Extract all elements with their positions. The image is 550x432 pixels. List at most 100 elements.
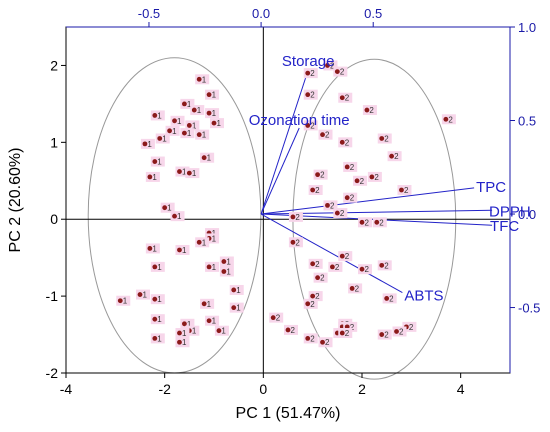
score-point-group-2: 2 [367, 171, 382, 182]
score-point-marker [152, 264, 158, 270]
score-point-group-2: 2 [338, 92, 353, 103]
score-point-group-2: 2 [303, 89, 318, 100]
point-group-label: 1 [187, 320, 192, 329]
point-label-background [353, 175, 368, 186]
point-label-background [229, 284, 244, 295]
point-label-background [205, 228, 220, 239]
score-point-group-1: 1 [150, 314, 165, 325]
score-point-marker [152, 113, 158, 118]
point-group-label: 1 [143, 291, 148, 300]
score-point-group-1: 1 [205, 261, 220, 272]
point-label-background [343, 192, 358, 203]
point-label-background [150, 314, 165, 325]
point-label-background [308, 258, 323, 269]
point-label-background [303, 298, 318, 309]
score-point-marker [305, 70, 311, 76]
point-group-label: 1 [192, 121, 197, 130]
point-label-background [200, 152, 215, 163]
point-group-label: 1 [202, 131, 207, 140]
score-point-group-2: 2 [397, 185, 412, 196]
point-group-label: 1 [167, 204, 172, 213]
point-group-label: 2 [310, 300, 315, 309]
score-point-group-2: 2 [333, 208, 348, 219]
score-point-group-2: 2 [353, 175, 368, 186]
score-point-marker [117, 298, 123, 304]
point-label-background [313, 169, 328, 180]
point-group-label: 1 [212, 234, 217, 243]
score-point-marker [443, 116, 449, 122]
x-axis-title: PC 1 (51.47%) [236, 405, 341, 422]
point-label-background [358, 264, 372, 275]
score-point-marker [186, 123, 192, 128]
score-point-marker [339, 253, 345, 259]
score-point-marker [182, 321, 187, 327]
score-point-group-1: 1 [219, 256, 234, 267]
point-label-background [175, 337, 190, 348]
point-label-background [303, 89, 318, 100]
loading-vector-abts [260, 213, 403, 294]
score-point-marker [290, 214, 296, 220]
point-label-background [150, 261, 165, 272]
point-label-background [170, 211, 185, 222]
score-point-group-1: 1 [150, 333, 165, 344]
y-axis-title: PC 2 (20.60%) [7, 148, 24, 253]
score-point-group-2: 2 [358, 264, 372, 275]
point-label-background [180, 128, 195, 139]
point-group-label: 2 [384, 261, 389, 270]
plot-frame [65, 26, 511, 374]
score-point-group-2: 2 [313, 272, 328, 283]
x-tick-label: 2 [358, 381, 366, 397]
point-group-label: 2 [345, 329, 350, 338]
right-tick-label: 0.5 [518, 114, 536, 129]
score-point-marker [320, 339, 325, 345]
point-label-background [284, 324, 298, 335]
score-point-group-2: 2 [318, 129, 333, 140]
point-label-background [219, 266, 234, 277]
score-point-marker [305, 336, 311, 341]
score-point-marker [211, 120, 217, 126]
score-point-marker [339, 330, 345, 336]
score-point-marker [330, 264, 335, 270]
point-group-label: 1 [197, 106, 202, 115]
point-group-label: 1 [187, 129, 192, 138]
point-label-background [323, 200, 338, 211]
score-point-group-2: 2 [303, 298, 318, 309]
score-point-group-2: 2 [392, 326, 407, 337]
point-label-background [185, 325, 200, 336]
point-label-background [402, 321, 417, 332]
score-point-group-1: 1 [180, 98, 195, 109]
point-label-background [180, 318, 195, 329]
score-point-marker [384, 296, 390, 301]
point-group-label: 1 [187, 100, 192, 109]
score-point-group-2: 2 [308, 291, 323, 302]
point-group-label: 2 [369, 106, 374, 115]
point-group-label: 1 [123, 297, 128, 306]
loading-vector-tpc [261, 187, 475, 215]
score-point-marker [152, 316, 158, 322]
point-group-label: 2 [404, 186, 409, 195]
point-label-background [303, 333, 318, 344]
score-point-group-1: 1 [205, 89, 220, 100]
point-label-background [205, 315, 220, 326]
y-tick-label: 2 [50, 57, 58, 73]
y-tick-label: 1 [50, 134, 58, 150]
point-group-label: 1 [221, 327, 226, 336]
score-point-marker [344, 164, 350, 170]
score-point-group-1: 1 [175, 337, 190, 348]
score-point-group-2: 2 [323, 200, 338, 211]
score-point-marker [221, 259, 227, 264]
point-group-label: 1 [152, 173, 157, 182]
point-group-label: 1 [157, 295, 162, 304]
score-point-group-2: 2 [288, 211, 303, 222]
top-tick-label: 0.5 [364, 6, 382, 21]
score-point-group-2: 2 [338, 251, 353, 262]
point-label-background [180, 98, 195, 109]
score-point-group-2: 2 [323, 60, 338, 71]
point-label-background [145, 243, 160, 254]
point-group-label: 2 [325, 131, 330, 140]
point-label-background [377, 329, 392, 340]
score-point-group-1: 1 [160, 202, 175, 213]
score-point-marker [305, 301, 311, 307]
point-group-label: 2 [310, 121, 315, 130]
